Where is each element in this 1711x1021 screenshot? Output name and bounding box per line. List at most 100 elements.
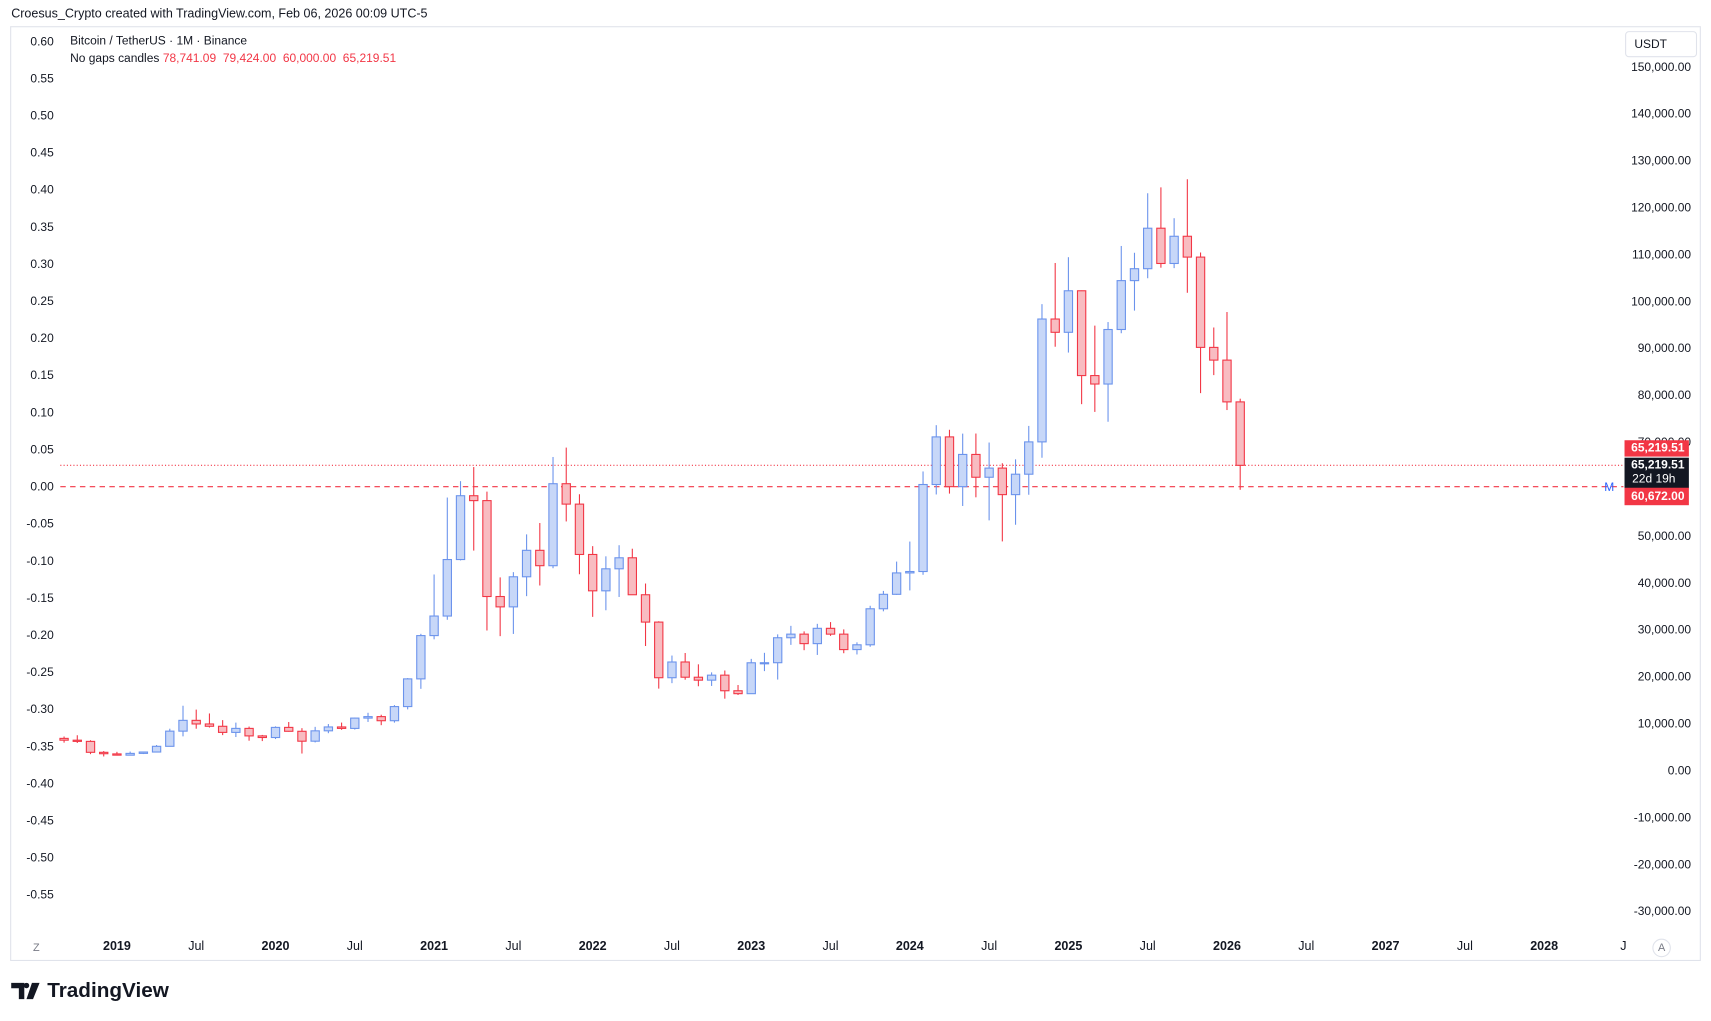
- y2-tick-label: 0.20: [30, 331, 54, 345]
- candle-body: [706, 674, 717, 681]
- candle-body: [469, 495, 479, 502]
- candle-body: [759, 662, 770, 665]
- candle-body: [627, 557, 638, 596]
- chart-frame: [10, 26, 1701, 962]
- candle-body: [376, 716, 386, 722]
- y2-tick-label: 0.10: [30, 405, 54, 419]
- candle-body: [971, 453, 981, 478]
- scale-button[interactable]: Z: [33, 942, 40, 954]
- brand-name: TradingView: [47, 979, 170, 1002]
- y2-tick-label: -0.45: [26, 813, 54, 827]
- candle-body: [402, 678, 413, 708]
- y2-tick-label: -0.30: [26, 702, 54, 716]
- candle-body: [455, 495, 466, 561]
- candle-body: [191, 719, 201, 725]
- y2-tick-label: 0.55: [30, 71, 54, 85]
- candle-body: [812, 627, 823, 645]
- candle-body: [1037, 318, 1047, 443]
- currency-button[interactable]: [1625, 31, 1698, 58]
- scale-button[interactable]: A: [1658, 942, 1666, 954]
- y2-tick-label: 0.15: [30, 368, 54, 382]
- y2-tick-label: -0.25: [26, 665, 54, 679]
- y2-tick-label: 0.30: [30, 257, 54, 271]
- header: Croesus_Crypto created with TradingView.…: [11, 6, 427, 20]
- candle-body: [350, 717, 360, 729]
- y-tick-label: 0.00: [1668, 763, 1692, 777]
- candle-body: [1195, 256, 1206, 348]
- candle-body: [1235, 401, 1245, 466]
- candle-body: [138, 751, 149, 754]
- candle-body: [1169, 235, 1179, 265]
- y2-tick-label: -0.05: [26, 517, 54, 531]
- x-tick-label: 2028: [1530, 939, 1558, 953]
- x-tick-label: Jul: [664, 939, 680, 953]
- countdown-price: 65,219.51: [1631, 457, 1685, 471]
- candle-body: [997, 467, 1008, 496]
- candle-body: [931, 436, 941, 486]
- countdown-tag: [1624, 457, 1689, 489]
- candle-body: [852, 644, 862, 651]
- y2-tick-label: 0.40: [30, 183, 54, 197]
- price-tag-label: 65,219.51: [1631, 441, 1685, 455]
- candle-body: [918, 483, 928, 573]
- candle-body: [231, 727, 241, 733]
- legend-value: 60,000.00: [283, 51, 337, 65]
- y-tick-label: 120,000.00: [1631, 201, 1691, 215]
- y-tick-label: 40,000.00: [1638, 576, 1692, 590]
- x-tick-label: 2025: [1054, 939, 1082, 953]
- candle-body: [1024, 441, 1034, 475]
- candle-body: [521, 549, 532, 578]
- candle-body: [1103, 328, 1113, 385]
- candle-body: [878, 593, 889, 610]
- candle-body: [839, 633, 849, 651]
- x-tick-label: 2022: [579, 939, 607, 953]
- candle-body: [363, 716, 373, 719]
- y2-tick-label: -0.20: [26, 628, 54, 642]
- x-tick-label: Jul: [347, 939, 363, 953]
- chart-title: Bitcoin / TetherUS · 1M · Binance: [70, 34, 247, 48]
- candle-body: [59, 737, 69, 741]
- x-tick-label: J: [1620, 939, 1626, 953]
- y-tick-label: 30,000.00: [1638, 623, 1692, 637]
- candle-body: [1222, 359, 1232, 403]
- y2-tick-label: 0.50: [30, 108, 54, 122]
- y2-tick-label: 0.00: [30, 480, 54, 494]
- y-tick-label: 130,000.00: [1631, 154, 1691, 168]
- candle-body: [178, 719, 188, 732]
- candle-body: [957, 453, 968, 488]
- candle-body: [601, 568, 611, 592]
- y-tick-label: 50,000.00: [1638, 529, 1692, 543]
- candle-body: [151, 745, 162, 753]
- candle-body: [614, 557, 624, 570]
- x-tick-label: Jul: [823, 939, 839, 953]
- currency-label[interactable]: USDT: [1634, 37, 1667, 51]
- candle-body: [1209, 346, 1219, 361]
- y-tick-label: -10,000.00: [1634, 810, 1692, 824]
- candle-body: [72, 739, 82, 742]
- x-tick-label: 2019: [103, 939, 131, 953]
- candle-body: [574, 503, 585, 556]
- candle-body: [297, 730, 307, 742]
- y-tick-label: 140,000.00: [1631, 107, 1691, 121]
- y-tick-label: 110,000.00: [1632, 247, 1691, 261]
- line-marker: M: [1604, 480, 1614, 494]
- x-tick-label: Jul: [1140, 939, 1156, 953]
- scale-button-frame[interactable]: [1652, 938, 1671, 958]
- candle-body: [482, 500, 492, 598]
- candle-body: [548, 483, 558, 567]
- y2-tick-label: -0.35: [26, 739, 54, 753]
- candle-body: [389, 706, 400, 722]
- candle-body: [693, 676, 704, 681]
- y-tick-label: 80,000.00: [1638, 388, 1692, 402]
- candle-body: [654, 621, 664, 679]
- candle-body: [1143, 227, 1153, 270]
- y2-tick-label: -0.55: [26, 888, 54, 902]
- candle-body: [244, 727, 254, 737]
- plot-area: M: [59, 179, 1624, 757]
- candle-body: [1156, 227, 1166, 265]
- candle-body: [165, 730, 175, 747]
- legend-value: 79,424.00: [223, 51, 277, 65]
- candle-body: [125, 752, 135, 756]
